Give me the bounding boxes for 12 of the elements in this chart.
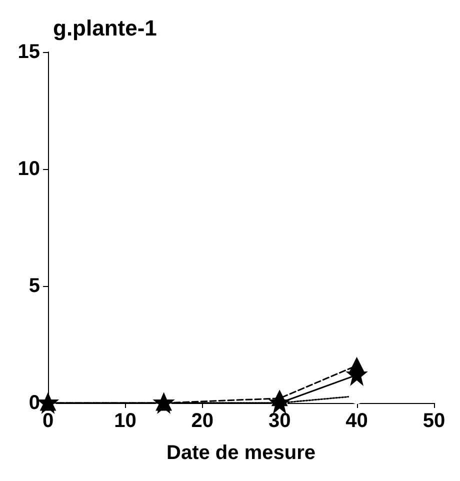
x-axis-title: Date de mesure: [166, 442, 316, 464]
x-tick-label: 20: [191, 410, 214, 432]
x-tick-label: 10: [114, 410, 136, 432]
y-tick-label: 15: [18, 41, 40, 63]
x-tick-label: 40: [346, 410, 368, 432]
y-tick-label: 10: [18, 158, 40, 180]
y-tick-label: 0: [28, 392, 40, 414]
x-tick-label: 50: [422, 410, 446, 432]
x-tick-label: 0: [42, 410, 54, 432]
chart-title: g.plante-1: [53, 16, 157, 40]
y-tick-label: 5: [28, 275, 40, 297]
x-tick-label: 30: [268, 410, 291, 432]
